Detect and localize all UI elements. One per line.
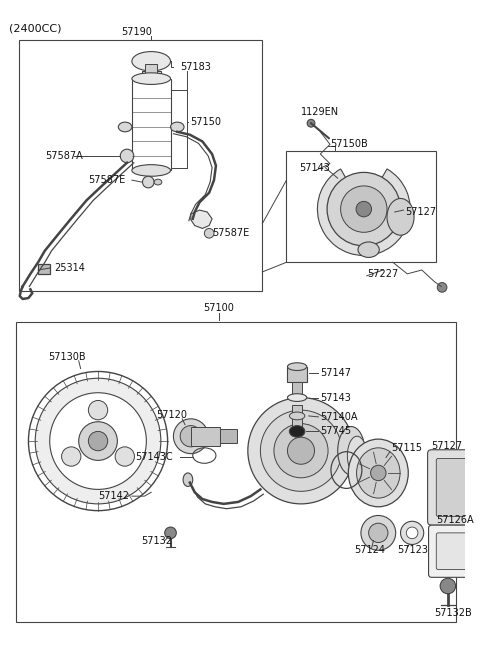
Text: 57183: 57183 [180,62,211,72]
Circle shape [204,229,214,238]
Ellipse shape [183,473,193,487]
Circle shape [165,527,176,538]
Bar [292,382,302,394]
Circle shape [356,201,372,217]
Circle shape [88,400,108,420]
Text: 25314: 25314 [55,263,85,273]
Text: 57132: 57132 [142,536,172,546]
Text: 57143: 57143 [299,162,330,172]
Ellipse shape [288,394,307,402]
Circle shape [288,437,314,464]
Text: 57150B: 57150B [330,140,368,149]
Circle shape [50,393,146,489]
FancyBboxPatch shape [436,533,470,570]
Circle shape [440,578,456,594]
Ellipse shape [348,436,367,475]
Text: 57142: 57142 [98,491,129,501]
Ellipse shape [289,412,305,420]
Bar [220,430,237,443]
FancyBboxPatch shape [428,450,479,525]
Wedge shape [317,169,410,255]
Text: 57150: 57150 [190,117,221,127]
Text: 57132B: 57132B [434,608,472,618]
FancyBboxPatch shape [429,525,478,577]
Circle shape [341,186,387,233]
Ellipse shape [289,426,305,437]
Bar [38,264,50,274]
Circle shape [274,424,328,477]
Text: 1129EN: 1129EN [301,107,339,117]
Circle shape [173,419,208,454]
Text: 57587A: 57587A [45,151,83,161]
Circle shape [248,398,354,504]
Text: 57124: 57124 [354,545,385,555]
Ellipse shape [132,164,170,176]
Circle shape [369,523,388,542]
FancyBboxPatch shape [436,458,470,516]
Text: 57190: 57190 [121,28,152,37]
Bar [16,322,456,622]
Circle shape [407,527,418,538]
Circle shape [115,447,134,466]
Circle shape [61,447,81,466]
Circle shape [88,432,108,451]
Ellipse shape [288,363,307,371]
Text: 57120: 57120 [156,410,187,420]
Ellipse shape [338,426,365,475]
Circle shape [180,426,202,447]
Circle shape [35,378,161,504]
Ellipse shape [357,448,400,498]
Bar [191,426,220,446]
Text: (2400CC): (2400CC) [9,24,61,33]
Bar [287,151,436,262]
Circle shape [120,149,134,162]
Circle shape [28,371,168,511]
Bar [142,71,161,79]
Text: 57745: 57745 [320,426,351,436]
Circle shape [260,410,342,491]
Circle shape [400,521,424,544]
Circle shape [371,465,386,481]
Ellipse shape [132,52,170,71]
Circle shape [437,282,447,292]
Bar [292,405,302,426]
Text: 57227: 57227 [367,269,398,279]
Text: 57126A: 57126A [436,515,474,525]
Circle shape [79,422,118,460]
Bar [19,40,263,291]
Ellipse shape [154,179,162,185]
Polygon shape [191,210,212,229]
Circle shape [327,172,400,246]
Bar [288,367,307,382]
Ellipse shape [170,122,184,132]
Bar [132,79,170,170]
Text: 57143C: 57143C [135,453,172,462]
Circle shape [361,515,396,550]
Ellipse shape [358,242,379,257]
Text: 57147: 57147 [320,368,351,379]
Ellipse shape [348,439,408,507]
Text: 57143: 57143 [320,392,351,403]
Text: 57587E: 57587E [212,229,249,238]
Text: 57115: 57115 [391,443,422,453]
Ellipse shape [132,73,170,84]
Circle shape [143,176,154,188]
Text: 57587E: 57587E [88,175,126,185]
Ellipse shape [119,122,132,132]
Text: 57127: 57127 [432,441,463,451]
Text: 57123: 57123 [397,545,429,555]
Circle shape [307,119,315,127]
Text: 57100: 57100 [204,303,234,312]
Text: 57140A: 57140A [320,412,358,422]
Ellipse shape [387,198,414,235]
Text: 57130B: 57130B [48,352,85,362]
Bar [145,64,157,76]
Text: 57127: 57127 [406,207,436,217]
